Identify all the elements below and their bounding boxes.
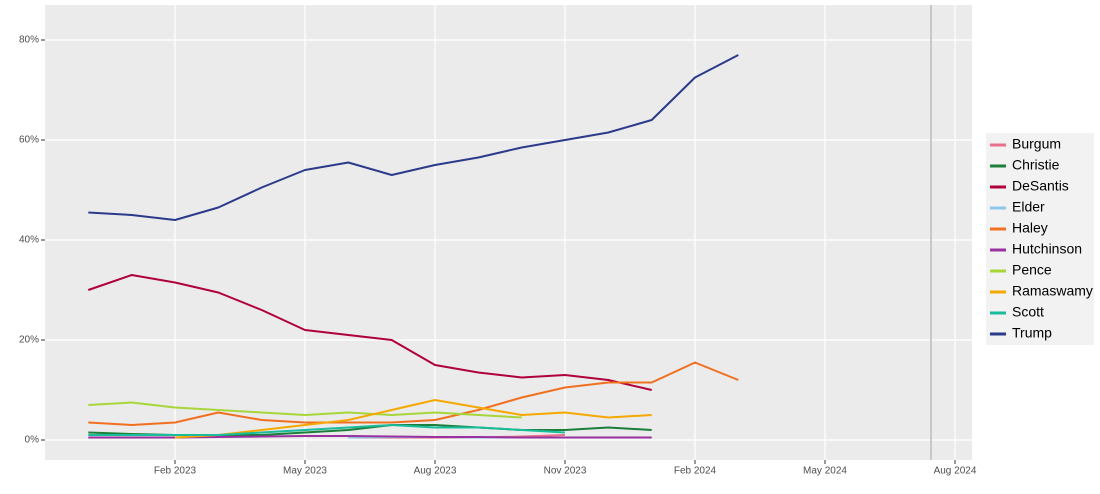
legend-label: Pence (1012, 262, 1052, 278)
legend-label: Scott (1012, 304, 1044, 320)
x-tick-label: Feb 2023 (154, 466, 197, 477)
lines (87, 54, 739, 439)
x-tick-label: May 2024 (803, 466, 847, 477)
x-tick-label: Feb 2024 (674, 466, 717, 477)
series-line (88, 361, 739, 426)
y-tick-label: 80% (19, 35, 39, 46)
legend-label: Haley (1012, 220, 1048, 236)
series-line (174, 399, 652, 439)
x-tick-label: Aug 2024 (934, 466, 977, 477)
legend-label: Burgum (1012, 136, 1061, 152)
series-line (88, 401, 522, 419)
y-tick-label: 40% (19, 235, 39, 246)
x-tick-label: May 2023 (283, 466, 327, 477)
series-line (88, 424, 566, 436)
y-tick-label: 20% (19, 335, 39, 346)
plot-panel (45, 5, 972, 460)
legend-label: Elder (1012, 199, 1045, 215)
legend-label: Ramaswamy (1012, 283, 1093, 299)
y-tick-label: 0% (25, 435, 40, 446)
x-tick-label: Aug 2023 (414, 466, 457, 477)
legend-label: Christie (1012, 157, 1060, 173)
legend-box (986, 133, 1094, 345)
series-line (88, 54, 739, 221)
legend-label: DeSantis (1012, 178, 1069, 194)
grid: 0% 20% 40% 60% 80% Feb 2023 May 2023 Aug 2023 No… (19, 5, 977, 477)
legend-label: Hutchinson (1012, 241, 1082, 257)
legend: Burgum Christie DeSantis Elder Haley Hutchins… (990, 136, 1093, 341)
legend-label: Trump (1012, 325, 1052, 341)
x-tick-label: Nov 2023 (544, 466, 587, 477)
series-line (87, 274, 652, 391)
y-tick-label: 60% (19, 135, 39, 146)
